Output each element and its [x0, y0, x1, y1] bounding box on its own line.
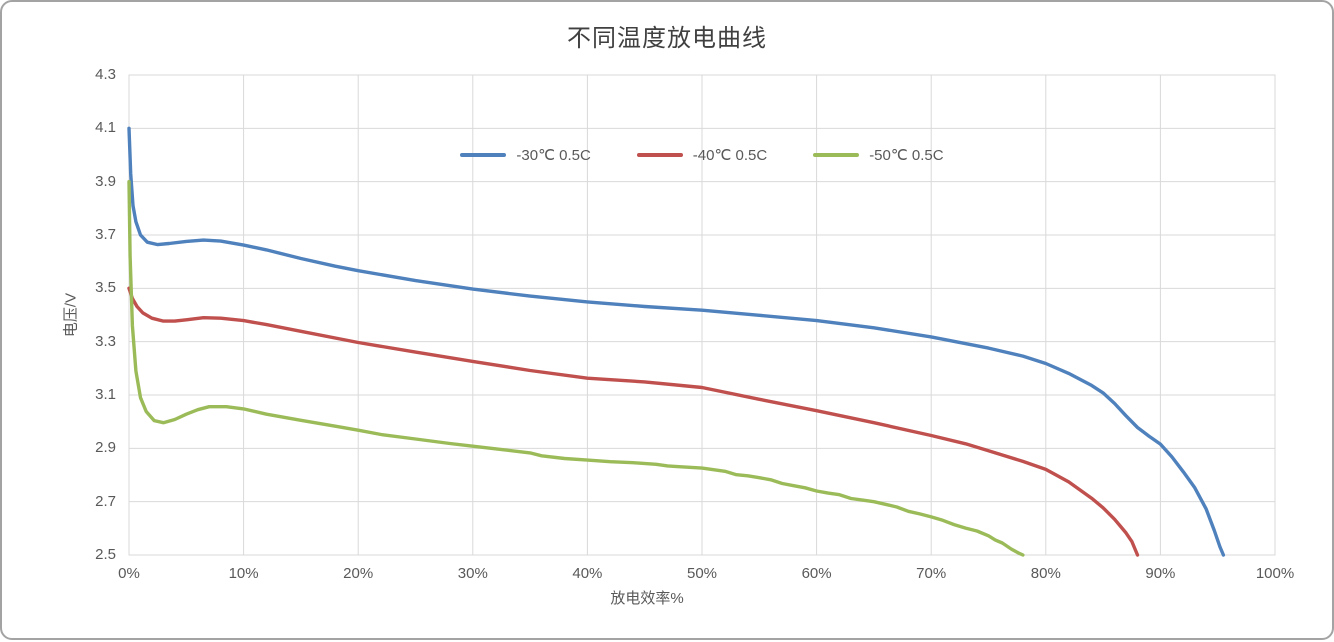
- y-tick-label: 2.5: [56, 546, 116, 564]
- y-tick-label: 3.7: [56, 226, 116, 244]
- x-tick-label: 70%: [891, 565, 971, 583]
- x-tick-label: 60%: [777, 565, 857, 583]
- y-tick-label: 2.9: [56, 439, 116, 457]
- y-tick-label: 2.7: [56, 493, 116, 511]
- x-tick-label: 0%: [89, 565, 169, 583]
- series-line-2: [129, 182, 1023, 555]
- y-tick-label: 4.3: [56, 66, 116, 84]
- y-tick-label: 3.9: [56, 173, 116, 191]
- x-tick-label: 10%: [204, 565, 284, 583]
- series-line-1: [129, 288, 1138, 555]
- y-axis-title: 电压/V: [60, 293, 81, 337]
- x-tick-label: 40%: [547, 565, 627, 583]
- y-tick-label: 3.1: [56, 386, 116, 404]
- x-tick-label: 50%: [662, 565, 742, 583]
- x-axis-title: 放电效率%: [2, 587, 1292, 608]
- y-tick-label: 4.1: [56, 119, 116, 137]
- x-tick-label: 100%: [1235, 565, 1315, 583]
- x-tick-label: 20%: [318, 565, 398, 583]
- x-tick-label: 90%: [1120, 565, 1200, 583]
- x-tick-label: 80%: [1006, 565, 1086, 583]
- x-tick-label: 30%: [433, 565, 513, 583]
